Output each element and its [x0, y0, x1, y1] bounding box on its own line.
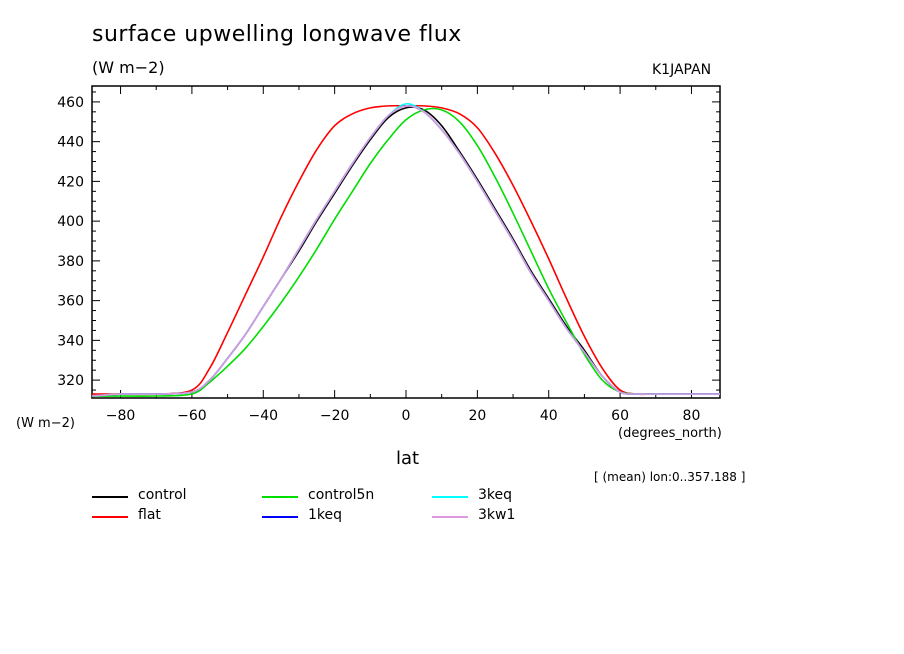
x-tick-label: −60	[177, 408, 207, 424]
legend-swatch	[92, 516, 128, 518]
y-tick-label: 460	[57, 95, 84, 111]
y-tick-label: 360	[57, 294, 84, 310]
legend-swatch	[262, 496, 298, 498]
legend-label: 3keq	[478, 487, 513, 503]
x-tick-label: −20	[320, 408, 350, 424]
units-label-top: (W m−2)	[92, 58, 165, 77]
legend-swatch	[92, 496, 128, 498]
x-tick-label: −40	[248, 408, 278, 424]
legend-swatch	[432, 516, 468, 518]
legend-label: 1keq	[308, 507, 343, 523]
x-tick-label: 60	[611, 408, 629, 424]
legend-label: control	[138, 487, 187, 503]
y-tick-label: 320	[57, 373, 84, 389]
plot-frame	[91, 85, 721, 399]
series-line-1keq	[91, 104, 720, 397]
mean-note: [ (mean) lon:0..357.188 ]	[594, 470, 746, 484]
legend-label: control5n	[308, 487, 375, 503]
y-tick-label: 400	[57, 214, 84, 230]
y-tick-label: 440	[57, 135, 84, 151]
x-tick-label: −80	[106, 408, 136, 424]
x-tick-label: 40	[540, 408, 558, 424]
legend-swatch	[262, 516, 298, 518]
series-line-control	[91, 106, 720, 397]
series-line-3kw1	[91, 104, 720, 397]
legend-label: flat	[138, 507, 161, 523]
series-line-3keq	[91, 103, 720, 397]
x-units-label: (degrees_north)	[618, 426, 722, 441]
legend-swatch	[432, 496, 468, 498]
model-label: K1JAPAN	[652, 62, 712, 78]
series-line-flat	[91, 104, 720, 396]
series-line-control5n	[92, 107, 720, 397]
legend-label: 3kw1	[478, 507, 516, 523]
x-tick-label: 80	[683, 408, 701, 424]
y-tick-label: 420	[57, 174, 84, 190]
x-axis-label: lat	[396, 448, 420, 469]
y-tick-label: 380	[57, 254, 84, 270]
y-units-label: (W m−2)	[16, 416, 75, 431]
x-tick-label: 0	[402, 408, 411, 424]
x-tick-label: 20	[468, 408, 486, 424]
chart-title: surface upwelling longwave flux	[92, 22, 462, 47]
y-tick-label: 340	[57, 333, 84, 349]
